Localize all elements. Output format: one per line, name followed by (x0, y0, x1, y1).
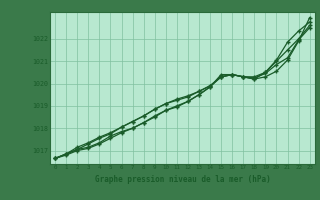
X-axis label: Graphe pression niveau de la mer (hPa): Graphe pression niveau de la mer (hPa) (94, 175, 270, 184)
